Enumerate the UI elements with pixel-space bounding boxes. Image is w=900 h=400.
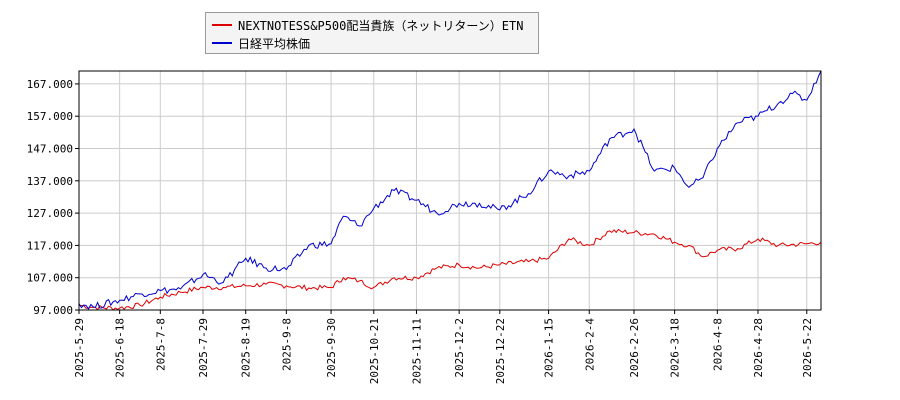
legend-swatch-nikkei (212, 42, 232, 44)
legend-label-nikkei: 日経平均株価 (238, 36, 311, 51)
y-tick-label: 127.000 (27, 207, 73, 220)
x-tick-label: 2026-4-28 (752, 318, 765, 378)
y-tick-label: 107.000 (27, 272, 73, 285)
x-tick-label: 2026-1-15 (543, 318, 556, 378)
x-tick-label: 2025-7-8 (154, 318, 167, 371)
series-layer (78, 69, 822, 311)
x-tick-label: 2026-4-8 (711, 318, 724, 371)
x-tick-label: 2025-5-29 (73, 318, 86, 378)
plot-area-frame (78, 70, 822, 311)
legend-label-etn: NEXTNOTESS&P500配当貴族（ネットリターン）ETN (238, 18, 524, 33)
y-tick-label: 117.000 (27, 239, 73, 252)
x-tick-label: 2026-2-4 (583, 318, 596, 371)
x-tick-label: 2026-5-22 (801, 318, 814, 378)
y-axis-ticks: 97.000 107.000 117.000 127.000 137.000 147.00… (27, 78, 79, 317)
legend-item-nikkei: 日経平均株価 (212, 34, 310, 52)
legend-item-etn: NEXTNOTESS&P500配当貴族（ネットリターン）ETN (212, 16, 523, 34)
x-tick-label: 2025-12-22 (494, 318, 507, 384)
x-tick-label: 2026-3-18 (669, 318, 682, 378)
x-tick-label: 2025-6-18 (114, 318, 127, 378)
series-line-nikkei (78, 70, 822, 310)
legend: NEXTNOTESS&P500配当貴族（ネットリターン）ETN 日経平均株価 (205, 12, 539, 54)
x-tick-label: 2025-10-21 (368, 318, 381, 384)
grid-lines (78, 71, 821, 311)
x-tick-label: 2025-8-19 (240, 318, 253, 378)
series-line-etn (78, 228, 822, 311)
x-tick-label: 2025-7-29 (197, 318, 210, 378)
x-axis-ticks: 2025-5-29 2025-6-18 2025-7-8 2025-7-29 2025-… (73, 310, 814, 384)
y-tick-label: 137.000 (27, 175, 73, 188)
y-tick-label: 97.000 (33, 304, 73, 317)
x-tick-label: 2026-2-26 (628, 318, 641, 378)
x-tick-label: 2025-9-8 (280, 318, 293, 371)
x-tick-label: 2025-9-30 (325, 318, 338, 378)
legend-swatch-etn (212, 24, 232, 26)
y-tick-label: 157.000 (27, 110, 73, 123)
x-tick-label: 2025-12-2 (453, 318, 466, 378)
y-tick-label: 147.000 (27, 143, 73, 156)
y-tick-label: 167.000 (27, 78, 73, 91)
x-tick-label: 2025-11-11 (410, 318, 423, 384)
